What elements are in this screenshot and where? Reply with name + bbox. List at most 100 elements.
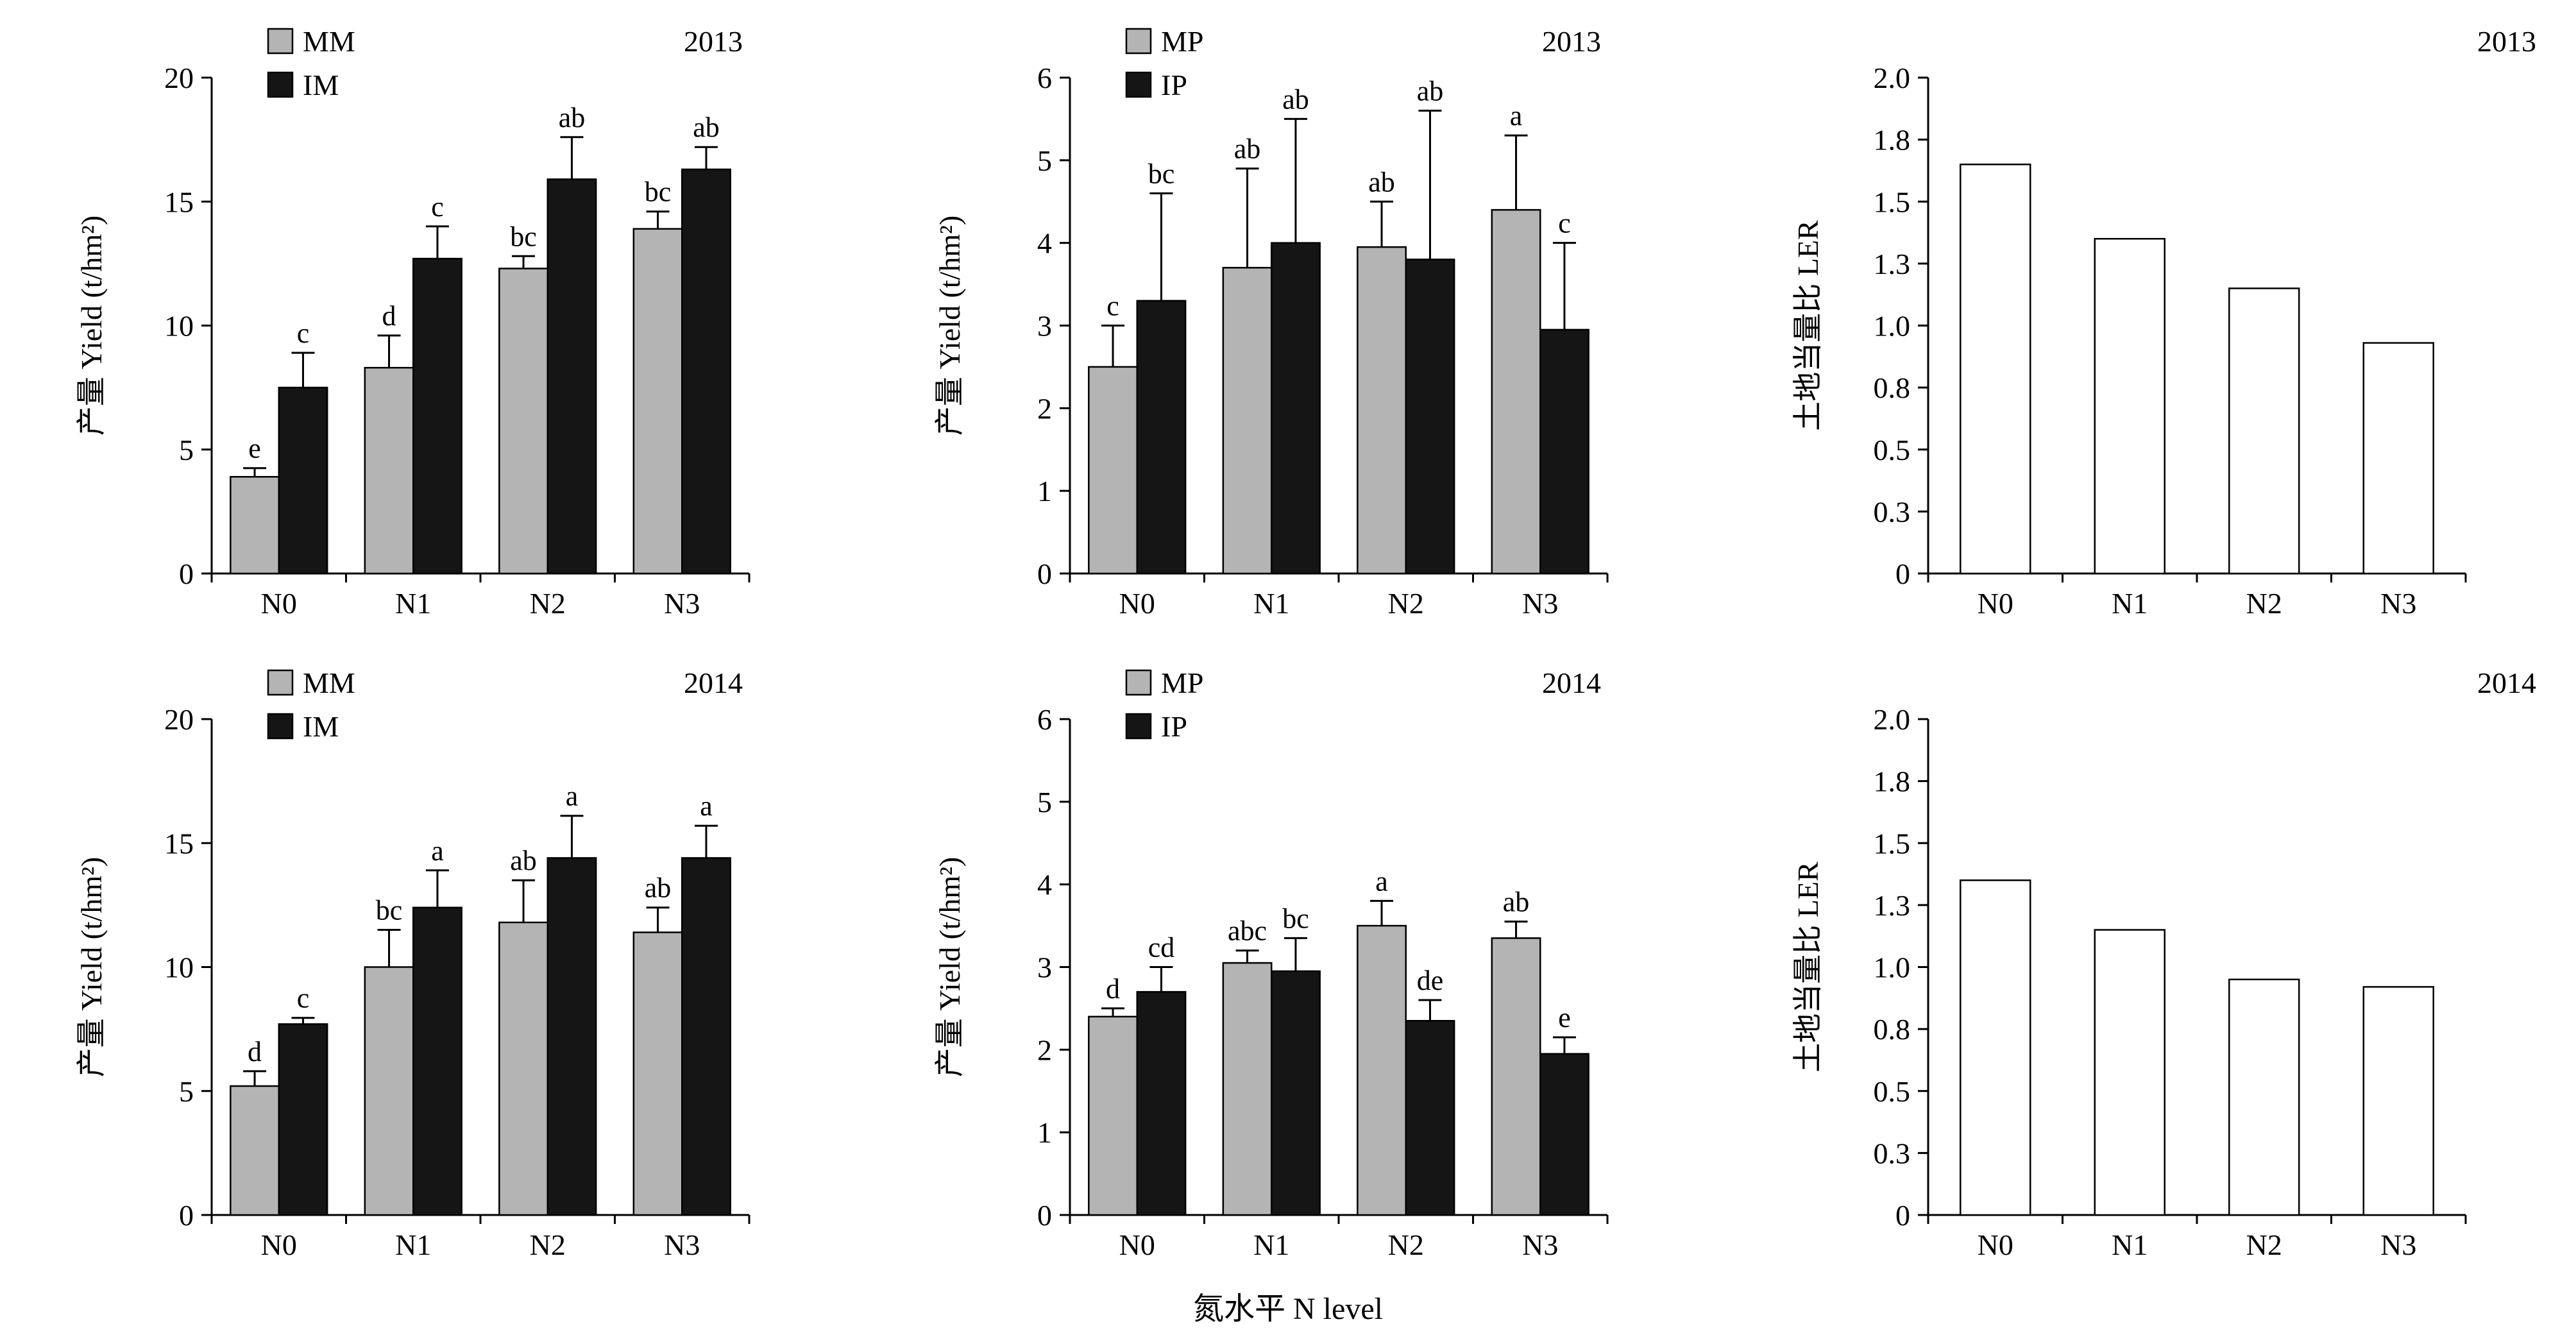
MM-bar-N1	[364, 366, 414, 575]
IP-bar-N2	[1405, 259, 1455, 575]
year-label: 2013	[2477, 25, 2536, 58]
y-tick-label: 1.3	[1874, 248, 1911, 280]
x-category-label: N1	[395, 1228, 431, 1261]
x-category-label: N3	[664, 587, 700, 620]
y-tick-label: 10	[164, 310, 194, 343]
sig-letter: a	[1375, 865, 1388, 897]
sig-letter: cd	[1148, 932, 1175, 964]
y-tick-label: 1.8	[1874, 124, 1911, 157]
x-axis-title: 氮水平 N level	[1193, 1292, 1383, 1326]
sig-letter: bc	[376, 895, 403, 926]
y-tick-label: 5	[179, 1075, 194, 1108]
y-tick-label: 15	[164, 827, 194, 860]
IM-bar-N1	[412, 906, 462, 1216]
y-tick-label: 0.8	[1874, 371, 1911, 404]
y-tick-label: 2.0	[1874, 703, 1911, 736]
LER-bar-N3	[2362, 342, 2434, 575]
y-axis-title: 产量 Yield (t/hm²)	[933, 216, 966, 436]
sig-letter: a	[1510, 100, 1523, 132]
legend-label-MM: MM	[303, 25, 355, 58]
legend-label-IM: IM	[303, 710, 339, 743]
y-tick-label: 2	[1037, 392, 1052, 425]
IP-bar-N0	[1136, 990, 1187, 1216]
sig-letter: c	[297, 318, 310, 349]
y-tick-label: 4	[1037, 869, 1052, 901]
legend-swatch-MP	[1125, 669, 1152, 696]
panel-maize-2014: 0 5 10 15 20 N0 N1 N2 N3 产量 Yield (t/hm²) d bc ab ab c…	[0, 645, 858, 1287]
y-axis-title: 产量 Yield (t/hm²)	[75, 216, 108, 436]
MP-bar-N0	[1088, 366, 1138, 575]
x-category-label: N3	[1522, 1228, 1558, 1261]
y-tick-label: 0	[179, 1199, 194, 1232]
panel-pea-2014: 0 1 2 3 4 5 6 N0 N1 N2 N3 产量 Yield (t/hm²) d abc a ab cd…	[858, 645, 1716, 1287]
sig-letter: bc	[1282, 903, 1309, 934]
y-tick-label: 1.5	[1874, 185, 1911, 218]
sig-letter: bc	[510, 221, 537, 252]
chart-svg-ler-2013: 0 0.3 0.5 0.8 1.0 1.3 1.5 1.8 2.0 N0 N1 N2 N3 土地当量比 L…	[1792, 25, 2536, 620]
x-category-label: N2	[1388, 587, 1424, 620]
legend-swatch-MM	[267, 28, 294, 55]
y-tick-label: 5	[1037, 144, 1052, 177]
y-tick-label: 0.3	[1874, 1137, 1911, 1169]
sig-letter: e	[1558, 1002, 1571, 1033]
chart-svg-ler-2014: 0 0.3 0.5 0.8 1.0 1.3 1.5 1.8 2.0 N0 N1 N2 N3 土地当量比 L…	[1792, 667, 2536, 1261]
panel-ler-2014: 0 0.3 0.5 0.8 1.0 1.3 1.5 1.8 2.0 N0 N1 N2 N3 土地当量比 L…	[1716, 645, 2575, 1287]
x-category-label: N0	[1978, 587, 2013, 620]
sig-letter: ab	[1368, 166, 1395, 198]
MM-bar-N2	[498, 921, 549, 1216]
sig-letter: e	[248, 433, 261, 464]
y-axis-title: 产量 Yield (t/hm²)	[933, 857, 966, 1077]
chart-svg-maize-2013: 0 5 10 15 20 N0 N1 N2 N3 产量 Yield (t/hm²) e d bc bc c c…	[75, 25, 750, 620]
x-category-label: N0	[261, 1228, 297, 1261]
y-tick-label: 0	[1895, 1199, 1910, 1232]
MP-bar-N0	[1088, 1015, 1138, 1216]
MM-bar-N0	[230, 476, 280, 575]
y-tick-label: 3	[1037, 951, 1052, 984]
IP-bar-N3	[1539, 1053, 1589, 1216]
y-tick-label: 0	[1037, 557, 1052, 590]
IM-bar-N1	[412, 257, 462, 575]
MM-bar-N1	[364, 966, 414, 1216]
x-category-label: N0	[1119, 587, 1155, 620]
sig-letter: c	[297, 983, 310, 1014]
y-tick-label: 5	[179, 434, 194, 466]
MP-bar-N2	[1357, 924, 1407, 1216]
sig-letter: a	[431, 835, 444, 867]
y-tick-label: 20	[164, 62, 194, 94]
sig-letter: ab	[1417, 76, 1444, 107]
LER-bar-N2	[2228, 287, 2300, 575]
x-category-label: N0	[1119, 1228, 1155, 1261]
legend-label-IM: IM	[303, 69, 339, 101]
MP-bar-N1	[1222, 962, 1273, 1216]
sig-letter: a	[700, 790, 713, 822]
IP-bar-N0	[1136, 300, 1187, 575]
sig-letter: ab	[1234, 133, 1261, 165]
y-axis-title: 土地当量比 LER	[1792, 220, 1824, 431]
x-category-label: N3	[664, 1228, 700, 1261]
y-tick-label: 1.5	[1874, 827, 1911, 860]
IP-bar-N1	[1271, 970, 1321, 1216]
IM-bar-N3	[681, 857, 731, 1216]
y-tick-label: 1.8	[1874, 765, 1911, 798]
year-label: 2014	[1542, 667, 1601, 699]
legend-swatch-IP	[1125, 71, 1152, 98]
legend-swatch-IM	[267, 713, 294, 740]
x-category-label: N2	[2246, 587, 2282, 620]
LER-bar-N0	[1960, 164, 2031, 575]
legend-swatch-MM	[267, 669, 294, 696]
IP-bar-N3	[1539, 328, 1589, 575]
x-category-label: N1	[1253, 587, 1289, 620]
year-label: 2013	[1542, 25, 1601, 58]
IM-bar-N2	[547, 178, 597, 575]
sig-letter: bc	[645, 176, 672, 208]
y-tick-label: 1.0	[1874, 951, 1911, 984]
MP-bar-N1	[1222, 267, 1273, 575]
sig-letter: c	[431, 191, 444, 223]
LER-bar-N3	[2362, 986, 2434, 1216]
sig-letter: de	[1417, 965, 1444, 996]
x-category-label: N2	[530, 1228, 566, 1261]
y-tick-label: 2.0	[1874, 62, 1911, 94]
LER-bar-N1	[2094, 237, 2165, 575]
